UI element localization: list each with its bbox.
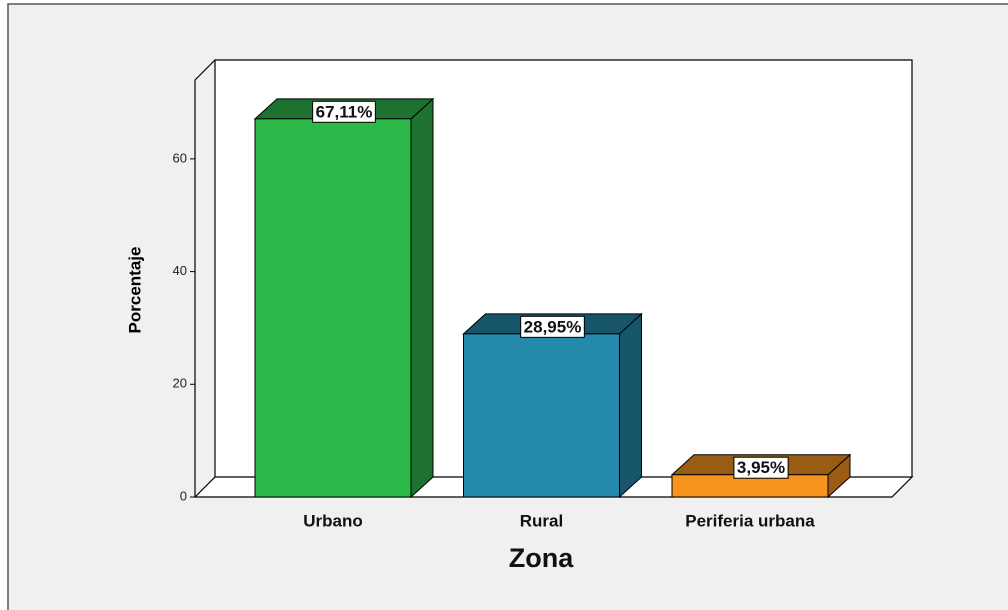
bar: [254, 118, 412, 498]
x-tick-label: Periferia urbana: [685, 511, 815, 530]
x-tick-label: Rural: [520, 511, 563, 530]
y-axis-depth: [194, 59, 216, 81]
bar: [463, 333, 620, 498]
value-label: 28,95%: [524, 317, 582, 336]
y-tick-label: 0: [180, 488, 187, 503]
value-label-box: [312, 100, 376, 123]
x-tick-label: Urbano: [303, 511, 363, 530]
y-tick-label: 20: [173, 376, 187, 391]
value-label-box: [520, 315, 585, 338]
value-label-box: [733, 456, 789, 479]
x-axis-label: Zona: [509, 543, 574, 573]
y-tick-label: 40: [173, 263, 187, 278]
y-tick-label: 60: [173, 150, 187, 165]
bar-side: [619, 312, 642, 499]
value-label: 67,11%: [316, 102, 373, 121]
bar-side: [410, 97, 434, 499]
y-axis-label: Porcentaje: [125, 247, 144, 334]
value-label: 3,95%: [737, 458, 785, 477]
